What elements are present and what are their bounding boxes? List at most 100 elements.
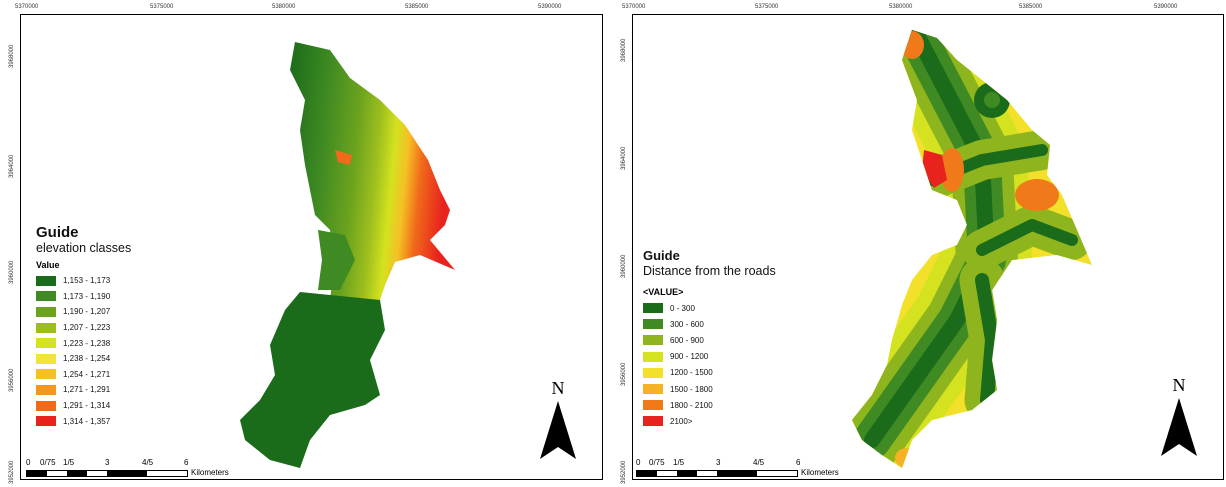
elevation-lower-region — [240, 292, 385, 468]
scale-unit: Kilometers — [191, 468, 229, 477]
legend-swatch — [36, 400, 56, 411]
legend-row: 1,223 - 1,238 — [36, 335, 131, 351]
legend-field: <VALUE> — [643, 287, 684, 297]
legend-label: 1,173 - 1,190 — [63, 291, 111, 301]
legend-swatch — [36, 291, 56, 302]
legend-row: 1,254 - 1,271 — [36, 367, 131, 383]
legend-swatch — [643, 400, 663, 411]
scale-label: 0/75 — [649, 458, 665, 467]
legend-label: 2100> — [670, 416, 693, 426]
legend-row: 1,291 - 1,314 — [36, 398, 131, 414]
legend-swatch — [36, 384, 56, 395]
elevation-map — [240, 42, 455, 468]
right-x-tick: 5370000 — [622, 4, 646, 10]
legend-title: Guide — [643, 248, 680, 263]
right-x-tick: 5390000 — [1154, 4, 1178, 10]
legend-row: 1800 - 2100 — [643, 397, 776, 413]
legend-label: 900 - 1200 — [670, 352, 709, 362]
legend-label: 1,271 - 1,291 — [63, 385, 111, 395]
legend-label: 1,238 - 1,254 — [63, 354, 111, 364]
scale-label: 4/5 — [753, 458, 765, 467]
north-arrow-icon — [1161, 398, 1197, 456]
north-label: N — [1172, 375, 1186, 395]
right-scale-bar: 0 0/75 1/5 3 4/5 6 Kilometers — [636, 458, 839, 477]
legend-label: 300 - 600 — [670, 319, 704, 329]
legend-swatch — [643, 335, 663, 346]
left-x-tick: 5385000 — [405, 4, 429, 10]
legend-swatch — [36, 322, 56, 333]
legend-row: 1,238 - 1,254 — [36, 351, 131, 367]
left-map-panel: 5370000 5375000 5380000 5385000 5390000 … — [0, 0, 605, 487]
right-x-tick: 5385000 — [1019, 4, 1043, 10]
legend-row: 300 - 600 — [643, 316, 776, 332]
legend-swatch — [643, 367, 663, 378]
right-x-tick: 5380000 — [889, 4, 913, 10]
legend-label: 1,314 - 1,357 — [63, 416, 111, 426]
legend-label: 1,190 - 1,207 — [63, 307, 111, 317]
distance-legend: Guide Distance from the roads <VALUE> 0 … — [643, 248, 776, 430]
legend-row: 2100> — [643, 413, 776, 429]
legend-swatch — [36, 306, 56, 317]
scale-label: 6 — [796, 458, 801, 467]
legend-field: Value — [36, 260, 60, 270]
legend-swatch — [643, 319, 663, 330]
scale-label: 3 — [105, 458, 110, 467]
right-map-panel: 5370000 5375000 5380000 5385000 5390000 … — [612, 0, 1226, 487]
scale-label: 1/5 — [673, 458, 685, 467]
legend-row: 1,207 - 1,223 — [36, 320, 131, 336]
left-x-tick: 5370000 — [15, 4, 39, 10]
left-scale-bar: 0 0/75 1/5 3 4/5 6 Kilometers — [26, 458, 229, 477]
scale-label: 0/75 — [40, 458, 56, 467]
legend-subtitle: Distance from the roads — [643, 264, 776, 278]
legend-row: 1,153 - 1,173 — [36, 273, 131, 289]
legend-row: 0 - 300 — [643, 300, 776, 316]
legend-swatch — [36, 416, 56, 427]
legend-row: 1200 - 1500 — [643, 365, 776, 381]
legend-row: 1,271 - 1,291 — [36, 382, 131, 398]
legend-swatch — [643, 384, 663, 395]
legend-row: 1,314 - 1,357 — [36, 413, 131, 429]
right-x-tick: 5375000 — [755, 4, 779, 10]
legend-label: 1200 - 1500 — [670, 368, 713, 378]
legend-label: 0 - 300 — [670, 303, 695, 313]
legend-label: 1500 - 1800 — [670, 384, 713, 394]
legend-swatch — [643, 303, 663, 314]
legend-swatch — [643, 351, 663, 362]
scale-label: 6 — [184, 458, 189, 467]
legend-label: 1800 - 2100 — [670, 400, 713, 410]
scale-label: 1/5 — [63, 458, 75, 467]
legend-label: 1,207 - 1,223 — [63, 323, 111, 333]
north-arrow-icon — [540, 401, 576, 459]
legend-row: 600 - 900 — [643, 332, 776, 348]
legend-row: 900 - 1200 — [643, 349, 776, 365]
legend-row: 1,173 - 1,190 — [36, 289, 131, 305]
scale-unit: Kilometers — [801, 468, 839, 477]
north-arrow: N — [538, 378, 578, 466]
elevation-orange-spot — [335, 150, 352, 165]
distance-map — [852, 30, 1092, 468]
legend-label: 1,291 - 1,314 — [63, 401, 111, 411]
scale-label: 0 — [26, 458, 31, 467]
north-arrow: N — [1159, 375, 1199, 463]
legend-label: 1,223 - 1,238 — [63, 338, 111, 348]
left-x-tick: 5390000 — [538, 4, 562, 10]
elevation-mid-band — [318, 230, 355, 290]
legend-swatch — [36, 338, 56, 349]
scale-label: 0 — [636, 458, 641, 467]
legend-swatch — [643, 416, 663, 427]
legend-label: 600 - 900 — [670, 335, 704, 345]
legend-title: Guide — [36, 224, 79, 241]
legend-subtitle: elevation classes — [36, 241, 132, 255]
legend-row: 1,190 - 1,207 — [36, 304, 131, 320]
scale-label: 4/5 — [142, 458, 154, 467]
legend-swatch — [36, 275, 56, 286]
elevation-upper-region — [290, 42, 455, 300]
legend-row: 1500 - 1800 — [643, 381, 776, 397]
scale-label: 3 — [716, 458, 721, 467]
legend-label: 1,254 - 1,271 — [63, 369, 111, 379]
legend-swatch — [36, 369, 56, 380]
legend-label: 1,153 - 1,173 — [63, 276, 111, 286]
left-x-tick: 5380000 — [272, 4, 296, 10]
north-label: N — [551, 378, 565, 398]
legend-swatch — [36, 353, 56, 364]
